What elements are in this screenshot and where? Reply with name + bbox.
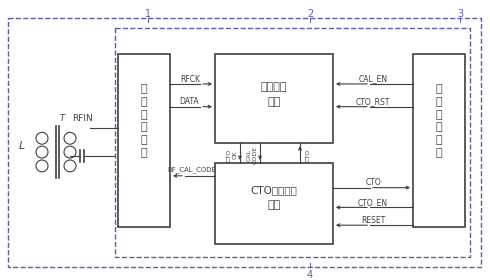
Text: CTO
CK: CTO CK (226, 148, 237, 162)
Bar (215, 163, 333, 244)
Text: DATA: DATA (179, 97, 199, 106)
Text: CTO: CTO (365, 178, 381, 187)
Text: CAL_EN: CAL_EN (359, 74, 388, 83)
Text: 接: 接 (141, 109, 147, 120)
Text: RESET: RESET (361, 216, 385, 225)
Text: 4: 4 (307, 270, 313, 279)
Text: T: T (59, 114, 65, 123)
Text: 时钟校准: 时钟校准 (261, 82, 287, 92)
Text: 模: 模 (436, 135, 442, 145)
Bar (215, 54, 333, 143)
Text: 模块: 模块 (268, 97, 281, 107)
Text: 2: 2 (307, 9, 313, 19)
Text: 制: 制 (436, 122, 442, 132)
Text: L: L (19, 141, 25, 151)
Text: 模: 模 (141, 135, 147, 145)
Text: 字: 字 (436, 97, 442, 107)
Text: CTO: CTO (305, 148, 311, 162)
Text: 数: 数 (141, 84, 147, 94)
Text: CTO产生电路: CTO产生电路 (250, 186, 297, 196)
Text: 控: 控 (436, 109, 442, 120)
Text: 块: 块 (436, 148, 442, 158)
Text: CTO_EN: CTO_EN (358, 198, 388, 207)
Text: 3: 3 (457, 9, 463, 19)
Text: 1: 1 (145, 9, 151, 19)
Text: RF_CAL_CODE: RF_CAL_CODE (168, 167, 217, 173)
Text: CTO_RST: CTO_RST (356, 97, 390, 106)
Text: RFCK: RFCK (180, 74, 200, 83)
Text: 据: 据 (141, 97, 147, 107)
Bar (413, 54, 465, 227)
Text: 块: 块 (141, 148, 147, 158)
Text: CAL
CODE: CAL CODE (246, 146, 257, 164)
Bar (115, 28, 470, 257)
Bar (118, 54, 170, 227)
Text: 数: 数 (436, 84, 442, 94)
Text: 收: 收 (141, 122, 147, 132)
Text: RFIN: RFIN (72, 114, 93, 123)
Text: 模块: 模块 (268, 200, 281, 211)
